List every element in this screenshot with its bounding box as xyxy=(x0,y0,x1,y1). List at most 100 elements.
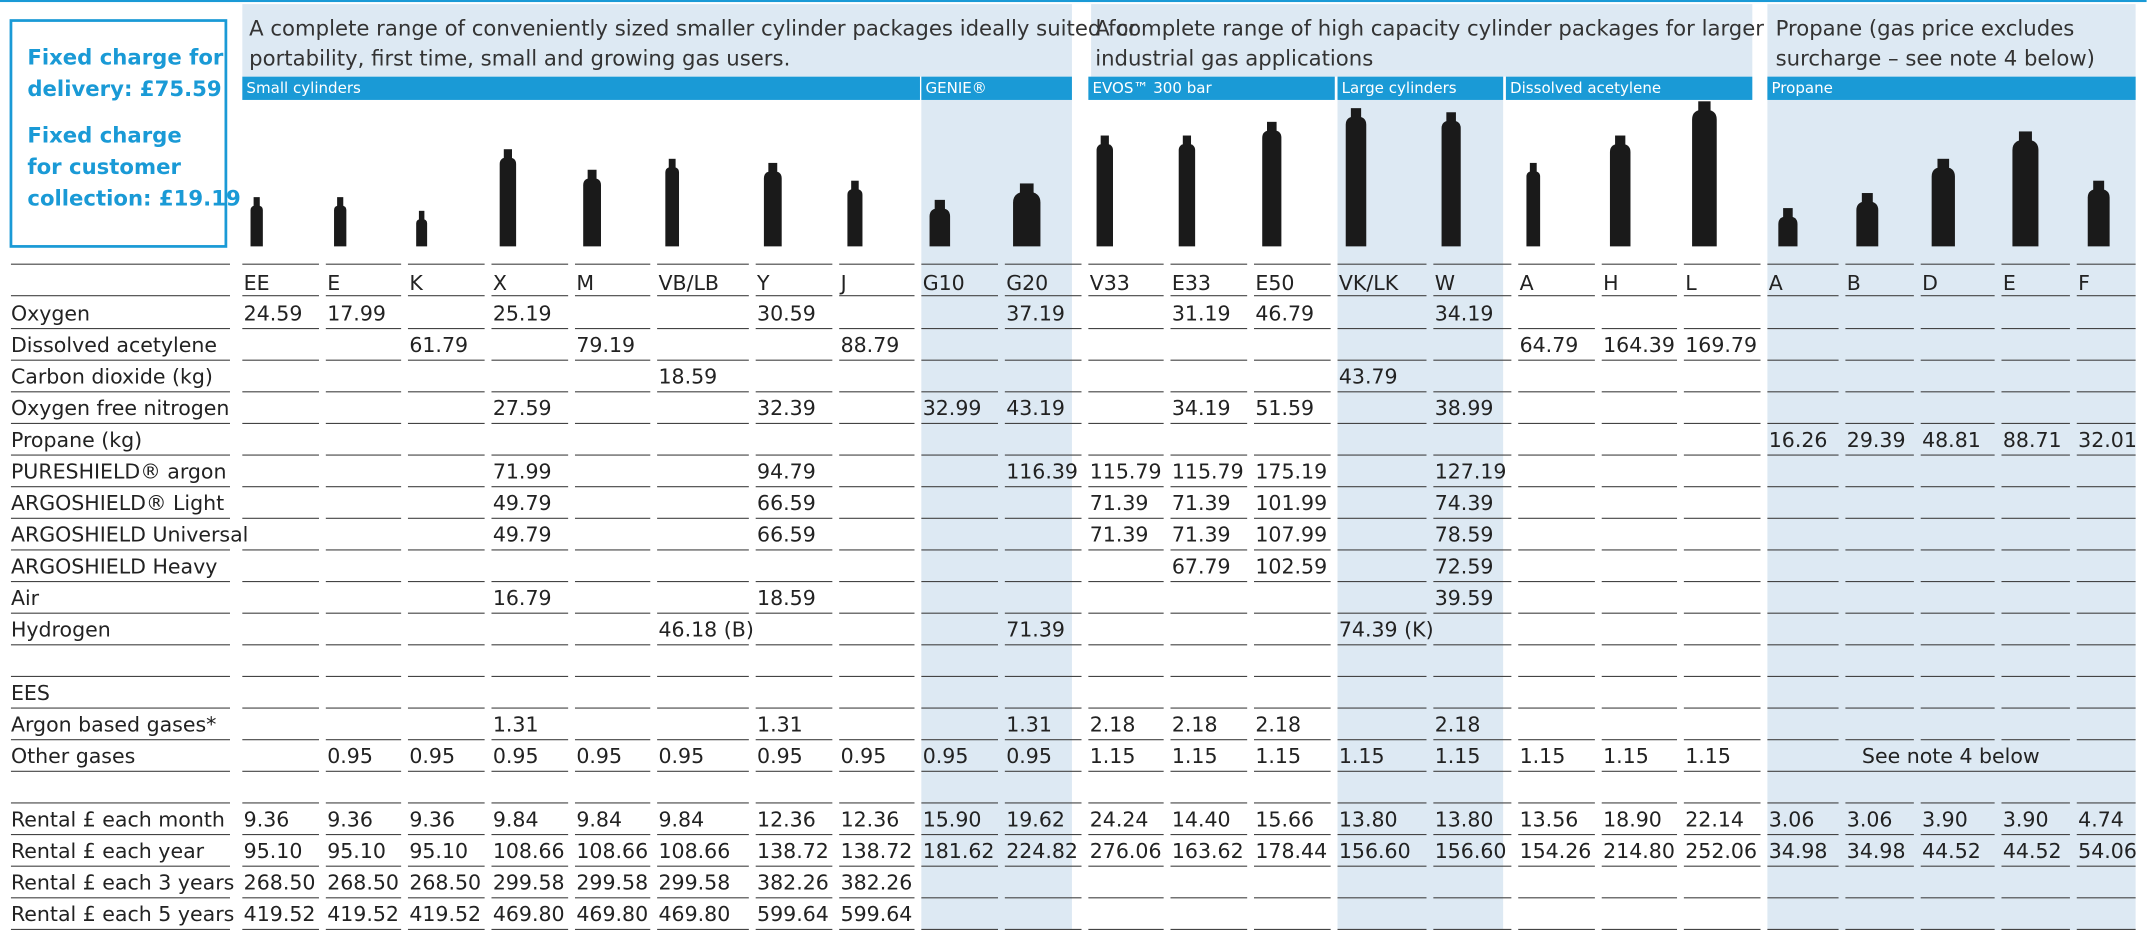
row-label: Rental £ each 3 years xyxy=(11,871,234,895)
note-cell: See note 4 below xyxy=(1862,744,2040,768)
price-cell: 0.95 xyxy=(576,744,622,768)
fixed-charge: collection: £19.19 xyxy=(27,186,240,211)
price-cell: 599.64 xyxy=(757,902,829,926)
column-code: V33 xyxy=(1090,271,1130,295)
price-cell: 79.19 xyxy=(576,333,635,357)
price-cell: 1.15 xyxy=(1520,744,1566,768)
row-label: Carbon dioxide (kg) xyxy=(11,365,213,389)
price-cell: 88.79 xyxy=(841,333,900,357)
column-code: X xyxy=(493,271,507,295)
price-cell: 25.19 xyxy=(493,301,552,325)
price-cell: 74.39 (K) xyxy=(1339,618,1434,642)
price-cell: 43.19 xyxy=(1006,396,1065,420)
price-cell: 18.59 xyxy=(757,586,816,610)
price-cell: 115.79 xyxy=(1172,459,1244,483)
cylinder-valve xyxy=(1698,101,1710,111)
price-cell: 43.79 xyxy=(1339,365,1398,389)
cylinder-icon xyxy=(1778,216,1797,246)
price-cell: 51.59 xyxy=(1255,396,1314,420)
price-cell: 44.52 xyxy=(2003,839,2062,863)
cylinder-icon xyxy=(1692,110,1717,247)
price-cell: 9.84 xyxy=(493,807,539,831)
price-cell: 138.72 xyxy=(757,839,829,863)
price-cell: 34.98 xyxy=(1847,839,1906,863)
column-code: A xyxy=(1769,271,1783,295)
price-cell: 0.95 xyxy=(658,744,704,768)
price-cell: 108.66 xyxy=(658,839,730,863)
price-cell: 1.31 xyxy=(757,712,803,736)
price-cell: 66.59 xyxy=(757,491,816,515)
price-cell: 13.80 xyxy=(1435,807,1494,831)
cylinder-valve xyxy=(337,197,343,207)
column-code: E33 xyxy=(1172,271,1211,295)
price-cell: 32.39 xyxy=(757,396,816,420)
group-description: surcharge – see note 4 below) xyxy=(1776,47,2095,72)
price-cell: 469.80 xyxy=(658,902,730,926)
price-cell: 268.50 xyxy=(244,871,316,895)
price-cell: 32.01 xyxy=(2078,428,2137,452)
price-cell: 4.74 xyxy=(2078,807,2124,831)
top-rule xyxy=(0,0,2147,2)
price-cell: 1.15 xyxy=(1685,744,1731,768)
cylinder-valve xyxy=(851,181,859,191)
price-cell: 3.90 xyxy=(1922,807,1968,831)
row-label: Oxygen free nitrogen xyxy=(11,396,230,420)
price-cell: 1.31 xyxy=(1006,712,1052,736)
cylinder-valve xyxy=(1101,136,1109,146)
price-cell: 382.26 xyxy=(841,871,913,895)
column-code: Y xyxy=(756,271,770,295)
price-cell: 164.39 xyxy=(1603,333,1675,357)
row-label: Rental £ each 5 years xyxy=(11,902,234,926)
price-cell: 224.82 xyxy=(1006,839,1078,863)
price-cell: 276.06 xyxy=(1090,839,1162,863)
group-description: industrial gas applications xyxy=(1095,47,1373,72)
row-label: Propane (kg) xyxy=(11,428,142,452)
subheader: Large cylinders xyxy=(1342,79,1457,97)
column-code: H xyxy=(1603,271,1618,295)
price-cell: 24.24 xyxy=(1090,807,1149,831)
price-cell: 1.15 xyxy=(1255,744,1301,768)
price-cell: 94.79 xyxy=(757,459,816,483)
price-cell: 469.80 xyxy=(576,902,648,926)
cylinder-valve xyxy=(768,163,777,173)
price-cell: 154.26 xyxy=(1520,839,1592,863)
cylinder-valve xyxy=(419,211,424,221)
cylinder-icon xyxy=(1526,171,1540,246)
price-cell: 54.06 xyxy=(2078,839,2137,863)
cylinder-valve xyxy=(1530,163,1537,173)
row-label: Rental £ each year xyxy=(11,839,205,863)
cylinder-valve xyxy=(669,159,676,169)
price-cell: 419.52 xyxy=(327,902,399,926)
price-cell: 156.60 xyxy=(1435,839,1507,863)
subheader: EVOS™ 300 bar xyxy=(1092,79,1212,97)
cylinder-valve xyxy=(1351,108,1361,118)
price-cell: 30.59 xyxy=(757,301,816,325)
cylinder-icon xyxy=(334,205,346,246)
cylinder-icon xyxy=(2088,189,2110,246)
cylinder-valve xyxy=(254,197,260,207)
cylinder-valve xyxy=(1446,112,1456,122)
price-cell: 13.56 xyxy=(1520,807,1579,831)
price-cell: 18.90 xyxy=(1603,807,1662,831)
price-cell: 0.95 xyxy=(493,744,539,768)
price-cell: 0.95 xyxy=(757,744,803,768)
cylinder-icon xyxy=(2012,140,2038,247)
price-cell: 17.99 xyxy=(327,301,386,325)
price-cell: 66.59 xyxy=(757,523,816,547)
price-cell: 71.39 xyxy=(1090,523,1149,547)
fixed-charge: for customer xyxy=(27,155,181,180)
price-cell: 46.79 xyxy=(1255,301,1314,325)
price-cell: 181.62 xyxy=(923,839,995,863)
cylinder-valve xyxy=(1267,122,1277,132)
price-cell: 31.19 xyxy=(1172,301,1231,325)
cylinder-icon xyxy=(665,167,679,246)
column-shade xyxy=(1767,4,2135,930)
fixed-charge: delivery: £75.59 xyxy=(27,77,221,102)
row-label: Oxygen xyxy=(11,301,90,325)
cylinder-valve xyxy=(1862,193,1873,203)
cylinder-valve xyxy=(2019,131,2032,141)
price-cell: 9.84 xyxy=(658,807,704,831)
cylinder-valve xyxy=(504,149,512,159)
price-cell: 22.14 xyxy=(1685,807,1744,831)
price-cell: 115.79 xyxy=(1090,459,1162,483)
